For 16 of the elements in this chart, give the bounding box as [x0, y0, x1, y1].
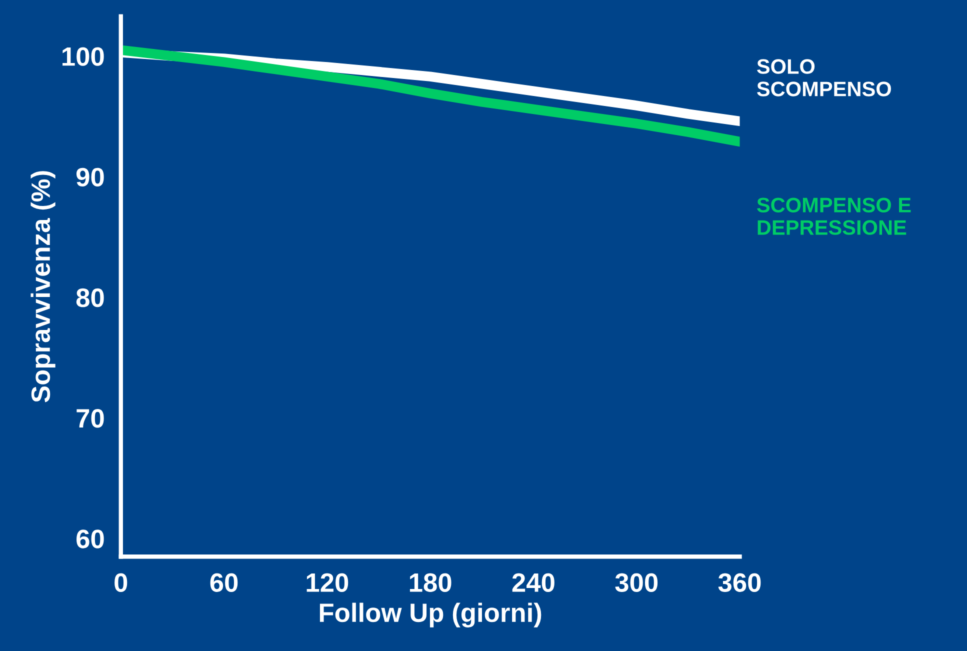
x-tick-label: 60 — [210, 573, 238, 592]
x-tick-label: 0 — [114, 573, 128, 592]
y-tick-label: 90 — [76, 168, 104, 187]
y-tick-label: 70 — [76, 409, 104, 428]
x-tick-label: 240 — [512, 573, 554, 592]
text: SCOMPENSO E DEPRESSIONE — [757, 198, 911, 235]
y-tick-label: 100 — [62, 47, 104, 66]
x-axis-title: Follow Up (giorni) — [320, 602, 542, 628]
y-axis-title: Sopravvivenza (%) — [30, 171, 56, 402]
x-tick-label: 300 — [615, 573, 658, 592]
x-tick-label: 360 — [718, 573, 761, 592]
y-tick-label: 80 — [76, 288, 104, 308]
y-tick-label: 60 — [76, 530, 104, 548]
x-tick-label: 180 — [410, 573, 452, 592]
x-tick-label: 120 — [306, 573, 348, 592]
series-label: SOLO SCOMPENSO — [757, 59, 891, 96]
